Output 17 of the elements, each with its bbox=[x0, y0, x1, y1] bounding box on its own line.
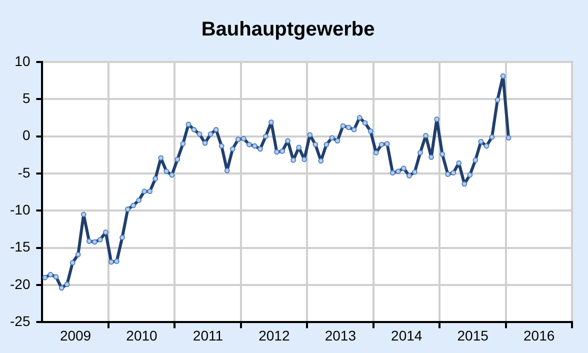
y-tick-label: -15 bbox=[10, 238, 30, 255]
y-tick-label: -20 bbox=[10, 276, 30, 292]
x-tick-label: 2013 bbox=[324, 327, 356, 344]
y-tick-label: 5 bbox=[22, 90, 30, 106]
y-tick-label: 0 bbox=[22, 127, 30, 144]
y-tick-label: 10 bbox=[14, 52, 30, 69]
x-tick-label: 2012 bbox=[258, 327, 290, 344]
chart-title: Bauhauptgewerbe bbox=[201, 18, 375, 41]
y-tick-label: -10 bbox=[10, 202, 30, 218]
y-tick-label: -25 bbox=[10, 313, 30, 330]
x-tick-label: 2009 bbox=[60, 327, 92, 344]
x-tick-label: 2014 bbox=[391, 327, 422, 344]
x-tick-label: 2011 bbox=[192, 327, 224, 344]
x-tick-label: 2015 bbox=[457, 327, 489, 344]
y-tick-label: -5 bbox=[18, 164, 30, 180]
x-tick-label: 2016 bbox=[523, 327, 555, 344]
x-tick-label: 2010 bbox=[126, 327, 158, 344]
